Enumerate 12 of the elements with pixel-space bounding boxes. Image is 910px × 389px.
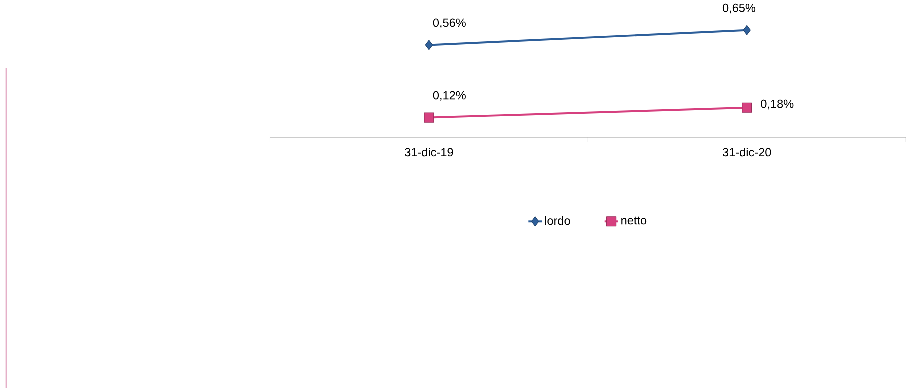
point bbox=[743, 25, 751, 36]
legend-label: lordo bbox=[545, 216, 570, 226]
point bbox=[742, 103, 752, 114]
point bbox=[424, 112, 434, 123]
data-label: 0,56% bbox=[433, 18, 466, 29]
legend-label: netto bbox=[622, 217, 647, 225]
data-label: 0,65% bbox=[722, 4, 756, 14]
point bbox=[425, 40, 434, 50]
x-tick-label: 31-dic-20 bbox=[722, 148, 772, 157]
data-label: 0,18% bbox=[761, 100, 794, 110]
data-label: 0,12% bbox=[433, 92, 466, 102]
x-tick-label: 31-dic-19 bbox=[405, 148, 454, 157]
